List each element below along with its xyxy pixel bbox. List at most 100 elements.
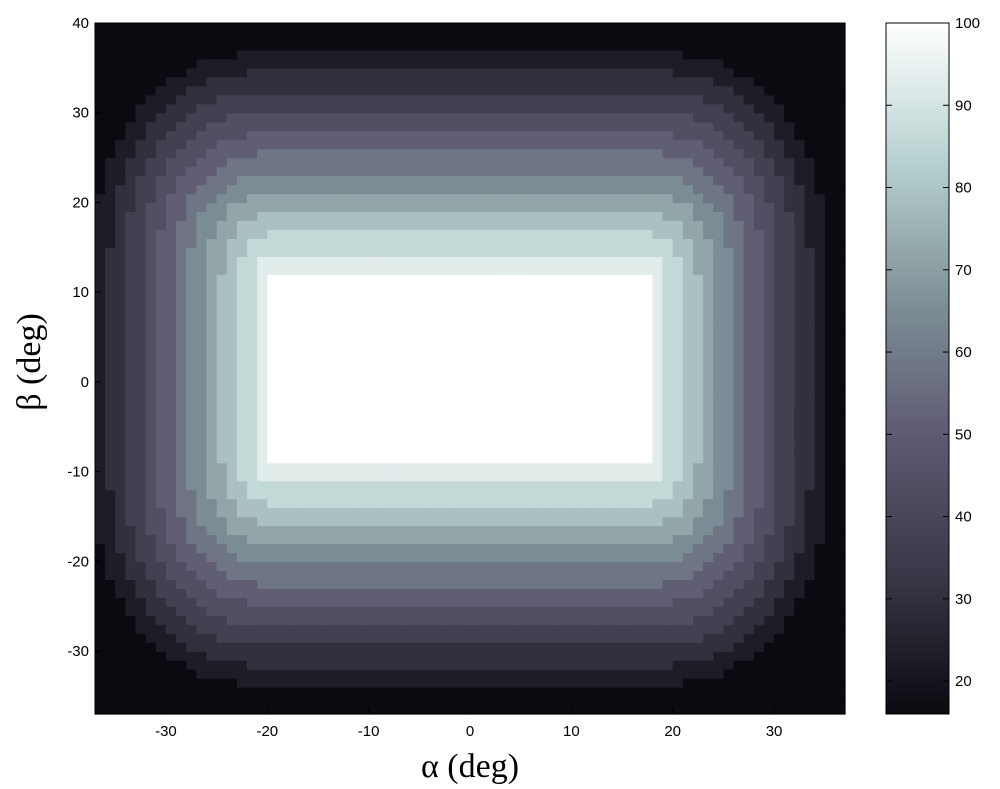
heatmap-cell (520, 58, 532, 69)
heatmap-cell (388, 606, 400, 616)
heatmap-cell (480, 696, 491, 706)
heatmap-cell (155, 696, 167, 706)
heatmap-cell (115, 417, 127, 428)
heatmap-cell (155, 328, 167, 338)
heatmap-cell (368, 651, 380, 661)
heatmap-cell (510, 606, 522, 616)
heatmap-cell (186, 364, 197, 374)
heatmap-cell (429, 23, 441, 33)
heatmap-cell (449, 498, 461, 509)
heatmap-cell (490, 489, 502, 500)
heatmap-cell (703, 561, 714, 572)
heatmap-cell (571, 408, 583, 419)
heatmap-cell (368, 310, 380, 320)
heatmap-cell (611, 202, 623, 213)
heatmap-cell (155, 516, 167, 527)
heatmap-cell (520, 408, 532, 419)
heatmap-cell (470, 687, 481, 697)
heatmap-cell (520, 211, 532, 222)
heatmap-cell (733, 364, 745, 374)
heatmap-cell (338, 301, 349, 311)
heatmap-cell (338, 570, 349, 580)
heatmap-cell (267, 705, 279, 715)
heatmap-cell (105, 390, 116, 401)
heatmap-cell (561, 283, 572, 293)
heatmap-cell (247, 76, 258, 87)
heatmap-cell (642, 498, 654, 509)
heatmap-cell (723, 588, 735, 598)
heatmap-cell (125, 49, 137, 60)
heatmap-cell (135, 579, 147, 589)
heatmap-cell (105, 256, 116, 266)
heatmap-cell (368, 364, 380, 374)
heatmap-cell (236, 462, 248, 473)
heatmap-cell (287, 292, 299, 302)
heatmap-cell (165, 462, 177, 473)
heatmap-cell (439, 337, 451, 347)
heatmap-cell (591, 76, 603, 87)
heatmap-cell (713, 247, 724, 257)
heatmap-cell (459, 310, 471, 320)
heatmap-cell (115, 426, 127, 437)
heatmap-cell (642, 139, 654, 150)
heatmap-cell (530, 58, 542, 69)
heatmap-cell (277, 669, 289, 679)
heatmap-cell (449, 175, 461, 186)
heatmap-cell (358, 58, 370, 69)
heatmap-cell (692, 507, 704, 518)
heatmap-cell (287, 381, 299, 392)
heatmap-cell (125, 67, 137, 78)
heatmap-cell (439, 202, 451, 213)
heatmap-cell (642, 381, 654, 392)
heatmap-cell (378, 310, 390, 320)
heatmap-cell (682, 597, 694, 607)
heatmap-cell (317, 58, 329, 69)
heatmap-cell (368, 292, 380, 302)
heatmap-cell (459, 364, 471, 374)
heatmap-cell (703, 552, 714, 563)
heatmap-cell (399, 705, 410, 715)
heatmap-cell (226, 579, 238, 589)
heatmap-cell (297, 49, 309, 60)
heatmap-cell (470, 561, 481, 572)
heatmap-cell (287, 606, 299, 616)
heatmap-cell (571, 202, 583, 213)
heatmap-cell (368, 23, 380, 33)
heatmap-cell (733, 355, 745, 365)
heatmap-cell (399, 615, 410, 625)
heatmap-cell (692, 184, 704, 195)
heatmap-cell (338, 130, 349, 141)
heatmap-cell (196, 166, 208, 177)
heatmap-cell (723, 543, 735, 554)
heatmap-cell (662, 507, 674, 518)
heatmap-cell (662, 148, 674, 159)
heatmap-cell (368, 480, 380, 491)
heatmap-cell (328, 292, 339, 302)
heatmap-cell (307, 453, 319, 464)
heatmap-cell (216, 660, 228, 670)
heatmap-cell (297, 525, 309, 536)
heatmap-cell (520, 525, 532, 536)
heatmap-cell (510, 337, 522, 347)
heatmap-cell (551, 256, 562, 266)
heatmap-cell (409, 579, 420, 589)
heatmap-cell (470, 283, 481, 293)
heatmap-cell (571, 462, 583, 473)
heatmap-cell (206, 112, 218, 123)
heatmap-cell (510, 76, 522, 87)
heatmap-cell (601, 148, 613, 159)
heatmap-cell (743, 310, 755, 320)
heatmap-cell (307, 507, 319, 518)
heatmap-cell (682, 462, 694, 473)
heatmap-cell (682, 85, 694, 96)
heatmap-cell (551, 660, 562, 670)
heatmap-cell (642, 453, 654, 464)
heatmap-cell (409, 615, 420, 625)
heatmap-cell (459, 516, 471, 527)
heatmap-cell (622, 211, 633, 222)
heatmap-cell (105, 139, 116, 150)
heatmap-cell (399, 229, 410, 239)
heatmap-cell (419, 319, 431, 329)
heatmap-cell (561, 435, 572, 446)
heatmap-cell (662, 292, 674, 302)
